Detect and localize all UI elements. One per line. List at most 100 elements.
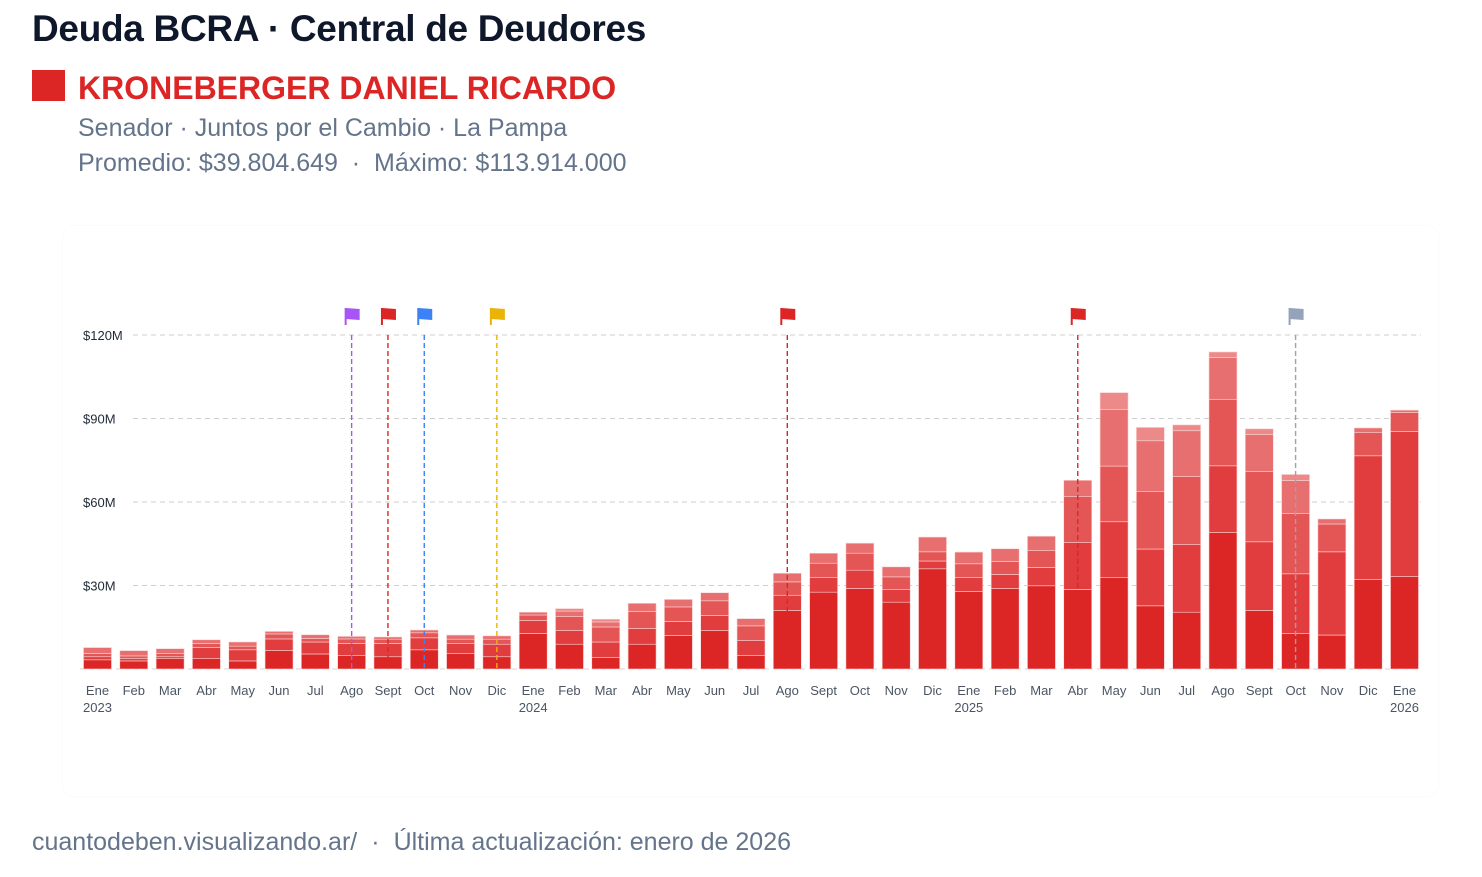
bar-segment[interactable] (990, 588, 1020, 670)
bar-segment[interactable] (1244, 434, 1274, 472)
bar-segment[interactable] (591, 618, 621, 623)
bar-segment[interactable] (881, 566, 911, 578)
bar-segment[interactable] (264, 633, 294, 640)
bar-segment[interactable] (1208, 532, 1238, 670)
bar-segment[interactable] (664, 606, 693, 622)
bar-segment[interactable] (1136, 491, 1165, 550)
source-link[interactable]: cuantodeben.visualizando.ar/ (32, 828, 358, 856)
bar-segment[interactable] (954, 551, 984, 565)
bar-segment[interactable] (664, 599, 693, 608)
bar-segment[interactable] (1172, 424, 1201, 432)
bar-segment[interactable] (301, 641, 330, 655)
bar-segment[interactable] (700, 600, 729, 616)
bar-segment[interactable] (1136, 605, 1165, 670)
bar-segment[interactable] (83, 653, 112, 658)
bar-segment[interactable] (1099, 392, 1129, 410)
bar-segment[interactable] (1172, 611, 1201, 670)
bar-segment[interactable] (700, 630, 729, 670)
bar-segment[interactable] (119, 660, 149, 670)
bar-segment[interactable] (954, 577, 984, 592)
bar-segment[interactable] (627, 611, 657, 629)
bar-segment[interactable] (1208, 357, 1238, 400)
bar-segment[interactable] (736, 655, 766, 670)
bar-segment[interactable] (301, 653, 330, 670)
bar-segment[interactable] (1208, 351, 1238, 358)
bar-segment[interactable] (518, 620, 548, 634)
bar-segment[interactable] (1063, 542, 1093, 590)
bar-segment[interactable] (192, 647, 221, 660)
bar-segment[interactable] (482, 635, 512, 640)
bar-segment[interactable] (918, 536, 947, 553)
bar-segment[interactable] (591, 641, 621, 658)
bar-segment[interactable] (1027, 535, 1056, 552)
bar-segment[interactable] (845, 552, 875, 571)
bar-segment[interactable] (1136, 427, 1165, 442)
bar-segment[interactable] (845, 542, 875, 554)
bar-segment[interactable] (990, 561, 1020, 575)
flag-icon[interactable] (345, 308, 360, 320)
bar-segment[interactable] (1099, 577, 1129, 670)
bar-segment[interactable] (555, 643, 584, 670)
bar-segment[interactable] (518, 614, 548, 621)
flag-icon[interactable] (490, 308, 505, 320)
flag-icon[interactable] (1289, 308, 1304, 320)
bar-segment[interactable] (555, 616, 584, 631)
bar-segment[interactable] (83, 647, 112, 654)
bar-segment[interactable] (736, 625, 766, 641)
bar-segment[interactable] (627, 603, 657, 612)
bar-segment[interactable] (845, 588, 875, 670)
bar-segment[interactable] (700, 592, 729, 602)
bar-segment[interactable] (446, 638, 475, 644)
bar-segment[interactable] (809, 552, 838, 564)
bar-segment[interactable] (446, 653, 475, 670)
bar-segment[interactable] (809, 591, 838, 670)
bar-segment[interactable] (264, 650, 294, 670)
bar-segment[interactable] (591, 657, 621, 670)
bar-segment[interactable] (446, 643, 475, 654)
bar-segment[interactable] (1208, 398, 1238, 467)
bar-segment[interactable] (809, 577, 838, 593)
bar-segment[interactable] (1244, 610, 1274, 670)
bar-segment[interactable] (1317, 551, 1347, 636)
bar-segment[interactable] (228, 641, 258, 647)
bar-segment[interactable] (881, 576, 911, 590)
bar-segment[interactable] (1208, 465, 1238, 533)
bar-segment[interactable] (1136, 548, 1165, 607)
bar-segment[interactable] (1390, 412, 1419, 432)
flag-icon[interactable] (381, 308, 396, 320)
bar-segment[interactable] (301, 634, 330, 639)
bar-segment[interactable] (1390, 576, 1419, 670)
bar-segment[interactable] (228, 645, 258, 651)
bar-segment[interactable] (192, 658, 221, 670)
bar-segment[interactable] (627, 628, 657, 645)
bar-segment[interactable] (881, 601, 911, 670)
bar-segment[interactable] (664, 621, 693, 636)
bar-segment[interactable] (264, 638, 294, 651)
flag-icon[interactable] (418, 308, 433, 320)
bar-segment[interactable] (809, 562, 838, 579)
bar-segment[interactable] (155, 658, 185, 670)
bar-segment[interactable] (591, 626, 621, 643)
bar-segment[interactable] (119, 658, 149, 662)
bar-segment[interactable] (337, 636, 366, 640)
bar-segment[interactable] (192, 643, 221, 648)
bar-segment[interactable] (845, 569, 875, 589)
bar-segment[interactable] (301, 638, 330, 643)
bar-segment[interactable] (264, 631, 294, 635)
bar-segment[interactable] (1027, 567, 1056, 587)
bar-segment[interactable] (1353, 579, 1383, 670)
bar-segment[interactable] (192, 639, 221, 644)
bar-segment[interactable] (1353, 427, 1383, 433)
bar-segment[interactable] (518, 633, 548, 670)
bar-segment[interactable] (1027, 550, 1056, 568)
bar-segment[interactable] (555, 630, 584, 645)
flag-icon[interactable] (1071, 308, 1086, 320)
bar-segment[interactable] (1027, 585, 1056, 670)
bar-segment[interactable] (228, 649, 258, 662)
bar-segment[interactable] (83, 659, 112, 670)
bar-segment[interactable] (736, 618, 766, 627)
bar-segment[interactable] (373, 636, 403, 640)
bar-segment[interactable] (555, 608, 584, 612)
bar-segment[interactable] (627, 643, 657, 670)
bar-segment[interactable] (1317, 634, 1347, 670)
